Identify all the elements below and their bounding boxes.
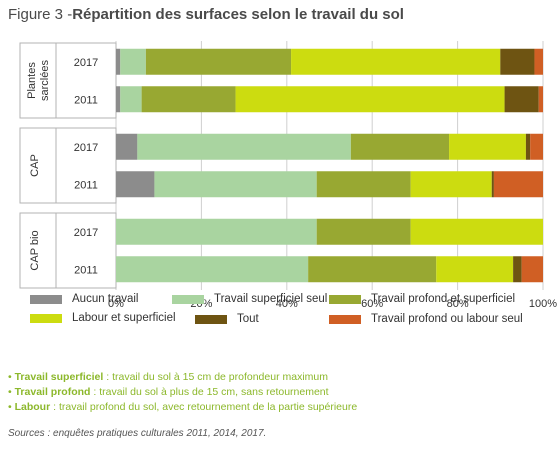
bar-segment-travail-profond-et-superficiel	[316, 171, 411, 198]
legend-swatch	[195, 314, 227, 324]
bar-segment-travail-profond-ou-labour-seul	[534, 48, 543, 75]
bar-segment-aucun-travail	[116, 133, 138, 160]
bar-segment-tout	[500, 48, 535, 75]
legend-swatch	[30, 313, 62, 323]
year-label: 2017	[74, 57, 98, 69]
x-tick-label: 0%	[108, 298, 124, 310]
group-box	[19, 127, 117, 204]
bar-segment-aucun-travail	[116, 171, 155, 198]
bar-segment-travail-superficiel-seul	[116, 256, 309, 283]
legend-swatch	[172, 294, 204, 304]
legend-travail-profond-ou-labour-seul: Travail profond ou labour seul	[329, 313, 523, 325]
legend-aucun-travail: Aucun travail	[30, 293, 138, 305]
stacked-bar-chart: 0% 20% 40% 60% 80% 100%Plantessarclées 2017201…	[19, 41, 557, 310]
legend-label: Labour et superficiel	[72, 312, 176, 324]
figure-number: Figure 3 -	[8, 6, 73, 23]
bar-segment-labour-et-superficiel	[410, 218, 543, 245]
x-tick-label: 100%	[529, 298, 557, 310]
bar-segment-travail-superficiel-seul	[116, 218, 317, 245]
bar-segment-labour-et-superficiel	[235, 86, 505, 113]
bar-segment-travail-profond-et-superficiel	[145, 48, 292, 75]
bar-segment-labour-et-superficiel	[436, 256, 514, 283]
bar-segment-labour-et-superficiel	[449, 133, 526, 160]
x-tick-label: 60%	[361, 298, 383, 310]
bar-segment-tout	[513, 256, 522, 283]
group-label: Plantessarclées	[26, 60, 51, 101]
legend-label: Tout	[237, 313, 259, 325]
bar-segment-aucun-travail	[116, 86, 121, 113]
legend-swatch	[329, 314, 361, 324]
legend-labour-et-superficiel: Labour et superficiel	[30, 312, 176, 324]
bar-segment-labour-et-superficiel	[291, 48, 501, 75]
legend-tout: Tout	[195, 313, 259, 325]
group-label: CAP bio	[29, 230, 41, 270]
group-label: CAP	[29, 154, 41, 177]
year-label: 2017	[74, 227, 98, 239]
definition-term: Labour	[14, 401, 51, 413]
x-tick-label: 80%	[447, 298, 469, 310]
bar-segment-tout	[504, 86, 539, 113]
bar-segment-travail-superficiel-seul	[120, 86, 142, 113]
bar-segment-tout	[491, 171, 494, 198]
title-text: Répartition des surfaces selon le travai…	[72, 6, 404, 23]
bar-segment-travail-superficiel-seul	[154, 171, 317, 198]
bar-segment-travail-superficiel-seul	[137, 133, 351, 160]
legend-travail-profond-et-superficiel: Travail profond et superficiel	[329, 293, 515, 305]
year-label: 2011	[74, 94, 98, 106]
group-box	[19, 42, 117, 119]
bar-segment-travail-profond-et-superficiel	[141, 86, 236, 113]
legend-label: Travail profond ou labour seul	[371, 313, 523, 325]
bar-segment-travail-profond-ou-labour-seul	[538, 86, 543, 113]
definition-term: Travail superficiel	[14, 371, 104, 383]
group-box	[19, 212, 117, 289]
bar-segment-aucun-travail	[116, 48, 121, 75]
definition-item: • Labour : travail profond du sol, avec …	[8, 401, 358, 413]
year-label: 2011	[74, 264, 98, 276]
definition-text: : travail du sol à 15 cm de profondeur m…	[103, 371, 328, 383]
legend-label: Aucun travail	[72, 293, 139, 305]
definitions: • Travail superficiel : travail du sol à…	[8, 370, 357, 415]
chart-title: Figure 3 -Répartition des surfaces selon…	[8, 6, 404, 23]
bar-segment-labour-et-superficiel	[410, 171, 492, 198]
legend-swatch	[30, 294, 62, 304]
bar-segment-travail-profond-ou-labour-seul	[493, 171, 543, 198]
definition-term: Travail profond	[14, 386, 91, 398]
bar-segment-travail-profond-et-superficiel	[350, 133, 450, 160]
legend-travail-superficiel-seul: Travail superficiel seul	[172, 293, 327, 305]
bar-segment-tout	[525, 133, 531, 160]
legend-swatch	[329, 294, 361, 304]
legend-label: Travail profond et superficiel	[371, 293, 516, 305]
bar-segment-travail-superficiel-seul	[120, 48, 146, 75]
definition-item: • Travail superficiel : travail du sol à…	[8, 371, 328, 383]
definition-text: : travail du sol à plus de 15 cm, sans r…	[90, 386, 329, 398]
bar-segment-travail-profond-et-superficiel	[316, 218, 411, 245]
x-tick-label: 40%	[276, 298, 298, 310]
year-label: 2017	[74, 142, 98, 154]
legend-label: Travail superficiel seul	[214, 293, 328, 305]
definition-text: : travail profond du sol, avec retournem…	[50, 401, 358, 413]
bar-segment-travail-profond-et-superficiel	[308, 256, 437, 283]
bar-segment-travail-profond-ou-labour-seul	[521, 256, 543, 283]
bar-segment-travail-profond-ou-labour-seul	[530, 133, 543, 160]
source-note: Sources : enquêtes pratiques culturales …	[8, 428, 267, 439]
year-label: 2011	[74, 179, 98, 191]
definition-item: • Travail profond : travail du sol à plu…	[8, 386, 329, 398]
